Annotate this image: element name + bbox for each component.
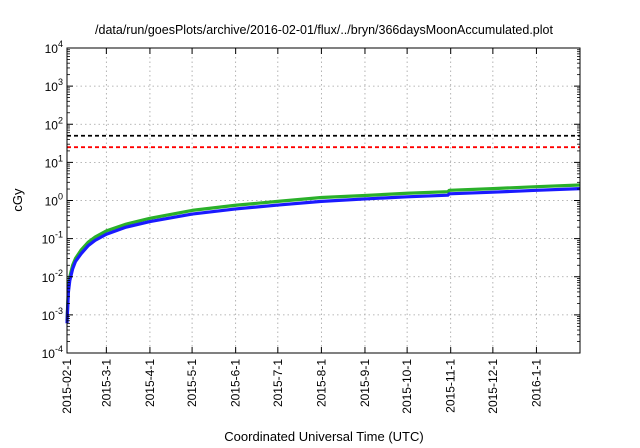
x-tick-label: 2015-10-1 xyxy=(400,359,414,414)
y-axis-label: cGy xyxy=(10,188,25,212)
x-tick-label: 2015-8-1 xyxy=(314,359,328,407)
series-line-2 xyxy=(65,187,581,324)
x-tick-label: 2015-4-1 xyxy=(143,359,157,407)
x-axis-label: Coordinated Universal Time (UTC) xyxy=(224,429,423,444)
grid-lines xyxy=(67,48,580,353)
x-tick-label: 2015-5-1 xyxy=(185,359,199,407)
series-line-1 xyxy=(65,183,581,321)
y-tick-label: 10-2 xyxy=(42,268,63,285)
x-tick-label: 2016-1-1 xyxy=(529,359,543,407)
y-tick-label: 100 xyxy=(45,192,63,209)
y-tick-label: 104 xyxy=(45,39,63,56)
y-axis-tick-labels: 10-4 10-3 10-2 10-1 100 101 102 103 104 xyxy=(42,39,63,361)
x-tick-label: 2015-7-1 xyxy=(271,359,285,407)
axis-ticks xyxy=(66,47,580,354)
x-axis-tick-labels: 2015-02-1 2015-3-1 2015-4-1 2015-5-1 2015-6-… xyxy=(60,359,543,414)
x-tick-label: 2015-12-1 xyxy=(486,359,500,414)
y-tick-label: 10-4 xyxy=(42,344,63,361)
y-tick-label: 102 xyxy=(45,115,63,132)
x-tick-label: 2015-6-1 xyxy=(229,359,243,407)
y-tick-label: 10-1 xyxy=(42,230,63,247)
x-tick-label: 2015-3-1 xyxy=(99,359,113,407)
y-tick-label: 10-3 xyxy=(42,306,63,323)
x-tick-label: 2015-02-1 xyxy=(60,359,74,414)
y-tick-label: 103 xyxy=(45,77,63,94)
chart-title: /data/run/goesPlots/archive/2016-02-01/f… xyxy=(95,23,553,37)
x-tick-label: 2015-9-1 xyxy=(358,359,372,407)
y-tick-label: 101 xyxy=(45,153,63,170)
x-tick-label: 2015-11-1 xyxy=(444,359,458,413)
data-series xyxy=(65,134,581,324)
